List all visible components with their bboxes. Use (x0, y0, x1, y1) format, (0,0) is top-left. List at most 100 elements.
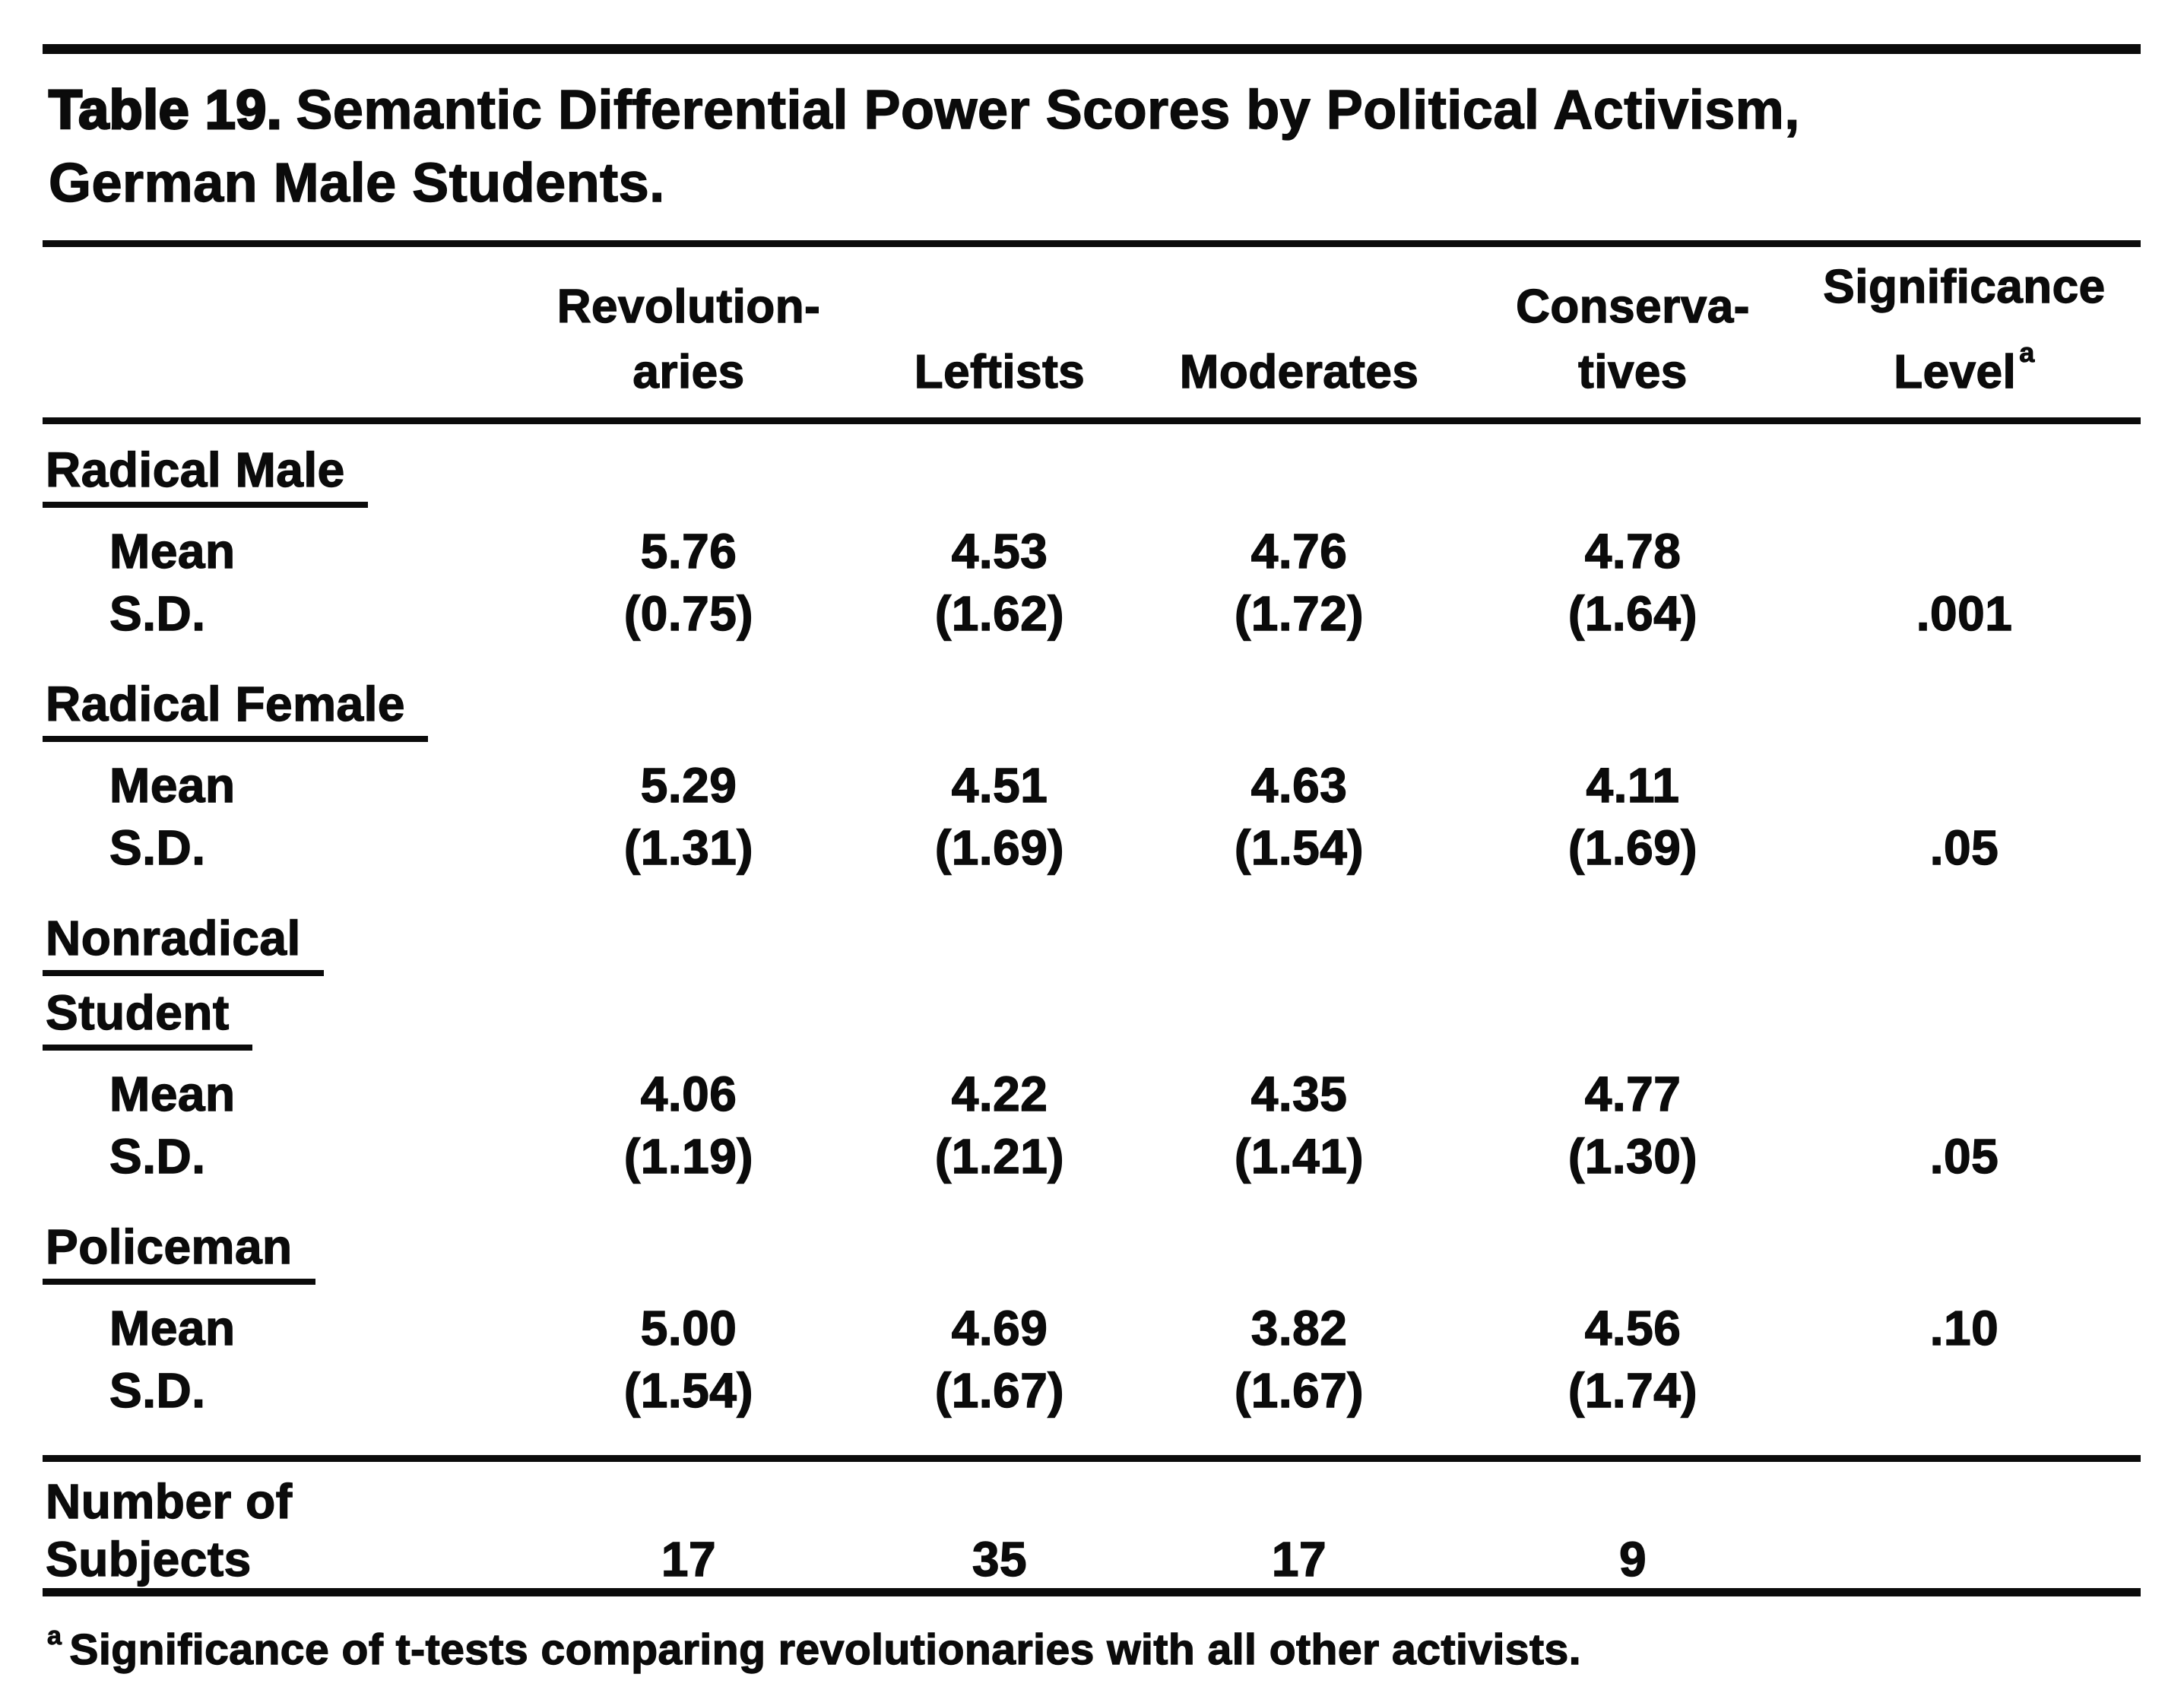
table-title-line2: German Male Students. (48, 152, 665, 214)
cell-mean-revolutionaries: 4.06 (640, 1066, 737, 1121)
cell-sd-revolutionaries: (1.54) (623, 1362, 754, 1418)
footnote-marker-superscript: a (2019, 337, 2035, 369)
cell-sd-revolutionaries: (1.19) (623, 1128, 754, 1184)
group-radical-male: Radical Male Mean 5.76 4.53 4.76 4.78 S.… (43, 443, 2141, 645)
horizontal-rule-bottom (43, 1588, 2141, 1596)
footer-label-line1: Number of (45, 1473, 293, 1529)
row-label-sd: S.D. (109, 1128, 206, 1184)
group-label: Student (43, 986, 2141, 1051)
cell-sd-moderates: (1.41) (1234, 1128, 1365, 1184)
cell-sd-significance: .001 (1916, 585, 2013, 641)
footnote-marker: a (46, 1622, 62, 1651)
header-line: Level a (1788, 320, 2141, 405)
horizontal-rule-under-title (43, 240, 2141, 247)
cell-sd-significance: .05 (1929, 1128, 1999, 1184)
column-header-moderates: Moderates (1121, 340, 1478, 405)
horizontal-rule-above-footer (43, 1455, 2141, 1462)
cell-mean-leftists: 4.22 (951, 1066, 1048, 1121)
cell-mean-leftists: 4.51 (951, 757, 1048, 813)
cell-sd-revolutionaries: (0.75) (623, 585, 754, 641)
cell-sd-moderates: (1.67) (1234, 1362, 1365, 1418)
table-title: Table 19. Semantic Differential Power Sco… (47, 74, 2141, 220)
cell-mean-conservatives: 4.77 (1584, 1066, 1682, 1121)
cell-subjects-conservatives: 9 (1618, 1531, 1647, 1587)
cell-subjects-leftists: 35 (972, 1531, 1028, 1587)
group-nonradical-student: Nonradical Student Mean 4.06 4.22 4.35 4… (43, 911, 2141, 1187)
header-line: Leftists (914, 345, 1086, 398)
cell-mean-moderates: 4.35 (1250, 1066, 1348, 1121)
cell-mean-moderates: 3.82 (1250, 1300, 1348, 1355)
group-label: Nonradical (43, 911, 2141, 976)
cell-mean-significance: .10 (1929, 1300, 1999, 1355)
mean-row: Mean 5.00 4.69 3.82 4.56 .10 (43, 1297, 2141, 1359)
row-label-sd: S.D. (109, 585, 206, 641)
cell-mean-revolutionaries: 5.76 (640, 523, 737, 579)
cell-mean-moderates: 4.76 (1250, 523, 1348, 579)
header-level-label: Level (1894, 345, 2017, 398)
footer-values-row: Subjects 17 35 17 9 (43, 1530, 2141, 1588)
cell-mean-conservatives: 4.11 (1586, 757, 1680, 813)
cell-sd-conservatives: (1.64) (1567, 585, 1698, 641)
table-body: Radical Male Mean 5.76 4.53 4.76 4.78 S.… (43, 443, 2141, 1422)
header-line: tives (1577, 345, 1688, 398)
mean-row: Mean 4.06 4.22 4.35 4.77 (43, 1063, 2141, 1125)
group-policeman: Policeman Mean 5.00 4.69 3.82 4.56 .10 S… (43, 1220, 2141, 1422)
table-footnote: a Significance of t-tests comparing revol… (43, 1609, 2141, 1677)
group-radical-female: Radical Female Mean 5.29 4.51 4.63 4.11 … (43, 677, 2141, 879)
footnote-text: Significance of t-tests comparing revolu… (69, 1625, 1582, 1674)
cell-mean-conservatives: 4.78 (1584, 523, 1682, 579)
group-label-text: Student (43, 986, 252, 1051)
cell-subjects-revolutionaries: 17 (661, 1531, 717, 1587)
row-label-mean: Mean (109, 757, 236, 813)
horizontal-rule-under-header (43, 417, 2141, 424)
cell-sd-conservatives: (1.74) (1567, 1362, 1698, 1418)
mean-row: Mean 5.76 4.53 4.76 4.78 (43, 520, 2141, 582)
cell-sd-leftists: (1.69) (934, 820, 1065, 875)
cell-sd-moderates: (1.72) (1234, 585, 1365, 641)
group-label: Radical Male (43, 443, 2141, 508)
header-line: Conserva- (1515, 280, 1750, 333)
footer-label-line2: Subjects (45, 1531, 252, 1587)
group-label-text: Nonradical (43, 911, 324, 976)
footer-label-row: Number of (43, 1473, 2141, 1530)
cell-sd-conservatives: (1.30) (1567, 1128, 1698, 1184)
table-number-label: Table 19. (47, 79, 283, 142)
horizontal-rule-top (43, 44, 2141, 54)
column-header-conservatives: Conserva- tives (1478, 274, 1788, 405)
mean-row: Mean 5.29 4.51 4.63 4.11 (43, 754, 2141, 816)
group-label-text: Radical Female (43, 677, 428, 742)
column-header-leftists: Leftists (879, 340, 1121, 405)
cell-mean-conservatives: 4.56 (1584, 1300, 1682, 1355)
cell-mean-leftists: 4.69 (951, 1300, 1048, 1355)
row-label-sd: S.D. (109, 1362, 206, 1418)
row-label-sd: S.D. (109, 820, 206, 875)
row-label-mean: Mean (109, 523, 236, 579)
group-label-text: Radical Male (43, 443, 368, 508)
number-of-subjects-block: Number of Subjects 17 35 17 9 (43, 1473, 2141, 1588)
sd-row: S.D. (1.54) (1.67) (1.67) (1.74) (43, 1359, 2141, 1422)
cell-mean-revolutionaries: 5.29 (640, 757, 737, 813)
scanned-table-page: Table 19. Semantic Differential Power Sco… (43, 0, 2141, 1677)
table-title-text: Semantic Differential Power Scores by Po… (296, 79, 1800, 141)
header-line: aries (632, 345, 745, 398)
cell-sd-leftists: (1.21) (934, 1128, 1065, 1184)
sd-row: S.D. (0.75) (1.62) (1.72) (1.64) .001 (43, 582, 2141, 645)
column-header-revolutionaries: Revolution- aries (499, 274, 879, 405)
header-line: Revolution- (556, 280, 821, 333)
cell-mean-leftists: 4.53 (951, 523, 1048, 579)
group-label: Policeman (43, 1220, 2141, 1285)
cell-mean-revolutionaries: 5.00 (640, 1300, 737, 1355)
column-header-row: Revolution- aries Leftists Moderates Con… (43, 255, 2141, 405)
cell-sd-conservatives: (1.69) (1567, 820, 1698, 875)
cell-mean-moderates: 4.63 (1250, 757, 1348, 813)
sd-row: S.D. (1.31) (1.69) (1.54) (1.69) .05 (43, 816, 2141, 879)
header-line: Moderates (1179, 345, 1419, 398)
sd-row: S.D. (1.19) (1.21) (1.41) (1.30) .05 (43, 1125, 2141, 1187)
table-title-line1: Table 19. Semantic Differential Power Sco… (47, 74, 2141, 147)
cell-sd-leftists: (1.62) (934, 585, 1065, 641)
row-label-mean: Mean (109, 1066, 236, 1121)
cell-sd-significance: .05 (1929, 820, 1999, 875)
column-header-significance: Significance Level a (1788, 255, 2141, 405)
row-label-mean: Mean (109, 1300, 236, 1355)
cell-sd-moderates: (1.54) (1234, 820, 1365, 875)
